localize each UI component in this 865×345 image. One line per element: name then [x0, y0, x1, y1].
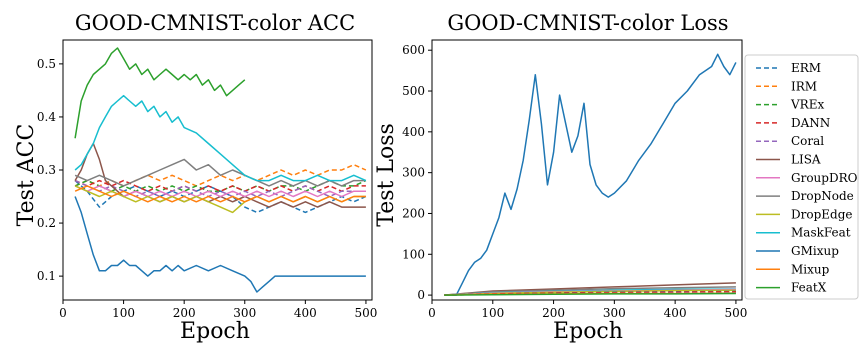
loss-series-gmixup [444, 53, 737, 296]
loss-series-group [444, 53, 737, 296]
loss-y-tick-label: 500 [402, 84, 425, 98]
acc-x-tick-label: 100 [112, 306, 135, 320]
acc-y-tick-label: 0.4 [37, 110, 56, 124]
acc-plot-frame [62, 39, 373, 301]
loss-y-axis-label: Test Loss [374, 123, 399, 227]
acc-y-tick-label: 0.1 [37, 269, 56, 283]
legend-items: ERM IRM VREx DANN Coral LISA GroupDRO DropNode D… [756, 61, 858, 295]
acc-series-maskfeat [74, 94, 367, 182]
loss-y-tick-label: 100 [402, 247, 425, 261]
legend-label-featx: FeatX [791, 281, 827, 295]
legend-label-lisa: LISA [791, 153, 821, 167]
legend: ERM IRM VREx DANN Coral LISA GroupDRO DropNode D… [744, 54, 859, 300]
acc-series-dann [74, 179, 366, 192]
loss-y-tick-label: 200 [402, 206, 425, 220]
legend-label-dropedge: DropEdge [791, 207, 853, 221]
loss-x-axis-label: Epoch [553, 319, 623, 344]
loss-chart-title: GOOD-CMNIST-color Loss [447, 11, 728, 35]
acc-series-mixup [74, 185, 366, 203]
acc-series-gmixup [74, 196, 366, 293]
loss-x-tick-label: 200 [542, 306, 565, 320]
acc-chart-title: GOOD-CMNIST-color ACC [75, 11, 355, 35]
loss-chart-panel: GOOD-CMNIST-color Loss Epoch Test Loss 0… [374, 11, 747, 344]
legend-label-vrex: VREx [790, 98, 824, 112]
acc-x-tick-label: 0 [59, 306, 67, 320]
loss-y-tick-label: 300 [402, 166, 425, 180]
acc-series-featx [74, 47, 246, 139]
acc-axis-ticks: 0 100 200 300 400 500 0.1 0.2 0.3 0.4 0.5 [37, 57, 377, 320]
loss-y-tick-label: 600 [402, 43, 425, 57]
acc-y-axis-label: Test ACC [14, 124, 39, 227]
legend-label-erm: ERM [791, 61, 821, 75]
acc-x-tick-label: 400 [294, 306, 317, 320]
legend-label-dann: DANN [791, 116, 830, 130]
loss-axis-ticks: 0 100 200 300 400 500 0 100 200 300 400 500 600 [402, 43, 747, 320]
acc-series-vrex [74, 179, 367, 192]
loss-plot-frame [431, 39, 743, 301]
legend-label-maskfeat: MaskFeat [791, 226, 851, 240]
acc-y-tick-label: 0.3 [37, 163, 56, 177]
loss-x-tick-label: 500 [724, 306, 747, 320]
acc-chart-panel: GOOD-CMNIST-color ACC Epoch Test ACC 0 10… [14, 11, 377, 344]
legend-label-groupdro: GroupDRO [791, 171, 858, 185]
legend-label-mixup: Mixup [791, 262, 830, 276]
legend-label-coral: Coral [791, 134, 824, 148]
acc-series-dropnode [74, 158, 366, 187]
acc-y-tick-label: 0.5 [37, 57, 56, 71]
acc-series-group [74, 47, 367, 293]
legend-label-dropnode: DropNode [791, 189, 854, 203]
acc-x-axis-label: Epoch [180, 319, 250, 344]
legend-label-irm: IRM [791, 79, 817, 93]
loss-x-tick-label: 300 [603, 306, 626, 320]
acc-x-tick-label: 500 [354, 306, 377, 320]
loss-series-featx [444, 292, 736, 296]
legend-label-gmixup: GMixup [791, 244, 839, 258]
acc-x-tick-label: 300 [233, 306, 256, 320]
loss-x-tick-label: 100 [481, 306, 504, 320]
loss-y-tick-label: 400 [402, 125, 425, 139]
loss-y-tick-label: 0 [417, 288, 425, 302]
acc-x-tick-label: 200 [173, 306, 196, 320]
loss-x-tick-label: 0 [428, 306, 436, 320]
loss-x-tick-label: 400 [664, 306, 687, 320]
acc-y-tick-label: 0.2 [37, 216, 56, 230]
legend-frame [744, 54, 859, 300]
